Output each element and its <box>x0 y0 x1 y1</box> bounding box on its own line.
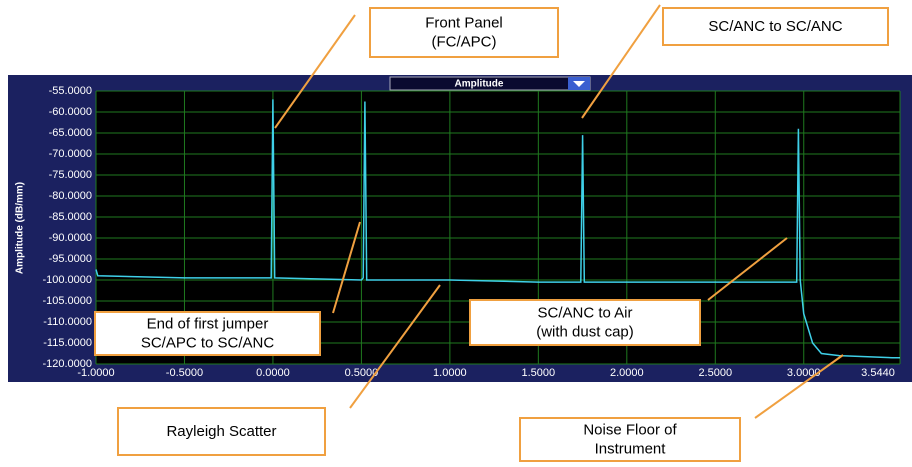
annotation-text: SC/ANC to Air <box>537 304 632 321</box>
y-tick-label: -105.0000 <box>42 295 92 307</box>
y-tick-label: -80.0000 <box>49 190 92 202</box>
y-tick-label: -120.0000 <box>42 358 92 370</box>
y-tick-label: -95.0000 <box>49 253 92 265</box>
leader-line <box>707 237 788 301</box>
y-tick-label: -115.0000 <box>43 337 92 349</box>
selector-arrow <box>573 81 585 87</box>
y-tick-label: -55.0000 <box>49 85 92 97</box>
annotation-text: (with dust cap) <box>536 323 634 340</box>
y-tick-label: -65.0000 <box>49 127 92 139</box>
leader-line <box>754 354 844 419</box>
x-tick-label: -1.0000 <box>77 367 114 379</box>
annotation-text: SC/ANC to SC/ANC <box>708 18 842 35</box>
annotation-text: Rayleigh Scatter <box>166 423 276 440</box>
annotation-box <box>94 311 321 356</box>
y-tick-label: -60.0000 <box>49 106 92 118</box>
x-tick-label: 2.5000 <box>698 367 732 379</box>
x-tick-label: 0.0000 <box>256 367 290 379</box>
x-tick-label: 1.5000 <box>522 367 556 379</box>
leader-line <box>274 14 356 129</box>
y-tick-label: -85.0000 <box>49 211 92 223</box>
leader-line <box>332 221 361 314</box>
x-tick-label: -0.5000 <box>166 367 203 379</box>
annotation-box <box>519 417 741 462</box>
selector-label: Amplitude <box>455 79 504 90</box>
annotation-text: End of first jumper <box>147 315 269 332</box>
leader-line <box>581 4 661 119</box>
y-axis-label: Amplitude (dB/mm) <box>15 182 26 274</box>
annotation-text: SC/APC to SC/ANC <box>141 334 275 351</box>
annotation-box <box>369 7 559 58</box>
x-tick-label: 2.0000 <box>610 367 644 379</box>
y-tick-label: -100.0000 <box>42 274 92 286</box>
annotation-text: Noise Floor of <box>583 421 677 438</box>
annotation-text: (FC/APC) <box>432 33 497 50</box>
x-tick-label: 3.0000 <box>787 367 821 379</box>
y-tick-label: -90.0000 <box>49 232 92 244</box>
x-tick-label: 1.0000 <box>433 367 467 379</box>
annotation-text: Front Panel <box>425 14 503 31</box>
annotation-box <box>662 7 889 46</box>
leader-line <box>349 284 441 409</box>
trace <box>95 99 900 359</box>
annotation-box <box>117 407 326 456</box>
y-tick-label: -110.0000 <box>43 316 92 328</box>
y-tick-label: -70.0000 <box>49 148 92 160</box>
annotation-text: Instrument <box>595 440 667 457</box>
x-tick-label: 0.5000 <box>345 367 379 379</box>
annotation-box <box>469 299 701 346</box>
y-tick-label: -75.0000 <box>49 169 92 181</box>
x-tick-label: 3.5440 <box>861 367 895 379</box>
